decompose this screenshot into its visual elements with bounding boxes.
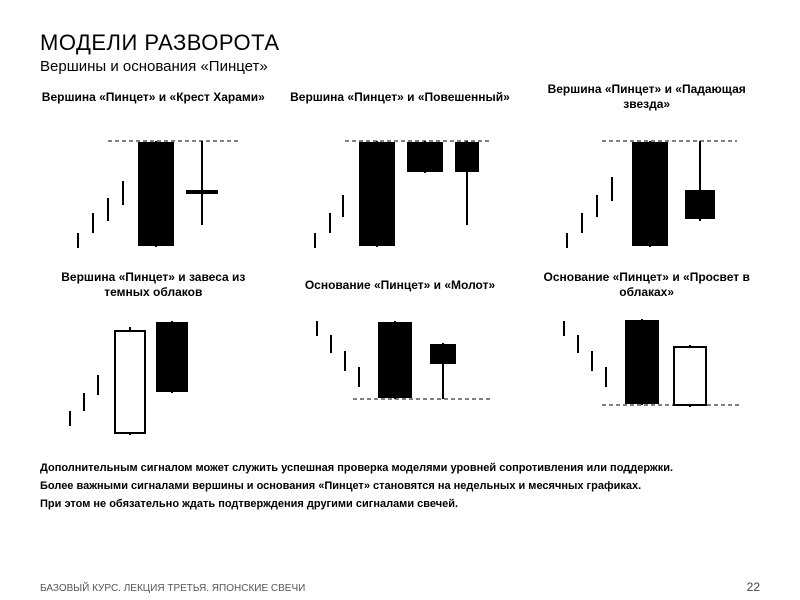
description-block: Дополнительным сигналом может служить ус… bbox=[40, 461, 760, 512]
panel-grid: Вершина «Пинцет» и «Крест Харами» Вершина… bbox=[40, 81, 760, 451]
panel-label: Вершина «Пинцет» и «Крест Харами» bbox=[42, 81, 265, 113]
candlestick-chart bbox=[295, 301, 505, 451]
candlestick-panel: Основание «Пинцет» и «Молот» bbox=[287, 269, 514, 451]
panel-label: Основание «Пинцет» и «Молот» bbox=[305, 269, 495, 301]
candlestick-panel: Вершина «Пинцет» и «Крест Харами» bbox=[40, 81, 267, 263]
footer-text: БАЗОВЫЙ КУРС. ЛЕКЦИЯ ТРЕТЬЯ. ЯПОНСКИЕ СВ… bbox=[40, 583, 305, 594]
panel-label: Вершина «Пинцет» и «Повешенный» bbox=[290, 81, 510, 113]
description-line: При этом не обязательно ждать подтвержде… bbox=[40, 497, 760, 512]
candlestick-chart bbox=[295, 113, 505, 263]
candlestick-chart bbox=[542, 113, 752, 263]
page-number: 22 bbox=[747, 580, 760, 594]
candlestick-panel: Вершина «Пинцет» и завеса из темных обла… bbox=[40, 269, 267, 451]
panel-label: Вершина «Пинцет» и завеса из темных обла… bbox=[40, 269, 267, 301]
page-title: МОДЕЛИ РАЗВОРОТА bbox=[40, 30, 760, 56]
candlestick-panel: Вершина «Пинцет» и «Падающая звезда» bbox=[533, 81, 760, 263]
candlestick-panel: Основание «Пинцет» и «Просвет в облаках» bbox=[533, 269, 760, 451]
candlestick-chart bbox=[48, 301, 258, 451]
candlestick-chart bbox=[542, 301, 752, 451]
panel-label: Основание «Пинцет» и «Просвет в облаках» bbox=[533, 269, 760, 301]
description-line: Более важными сигналами вершины и основа… bbox=[40, 479, 760, 494]
page-subtitle: Вершины и основания «Пинцет» bbox=[40, 58, 760, 75]
candlestick-panel: Вершина «Пинцет» и «Повешенный» bbox=[287, 81, 514, 263]
panel-label: Вершина «Пинцет» и «Падающая звезда» bbox=[533, 81, 760, 113]
description-line: Дополнительным сигналом может служить ус… bbox=[40, 461, 760, 476]
candlestick-chart bbox=[48, 113, 258, 263]
